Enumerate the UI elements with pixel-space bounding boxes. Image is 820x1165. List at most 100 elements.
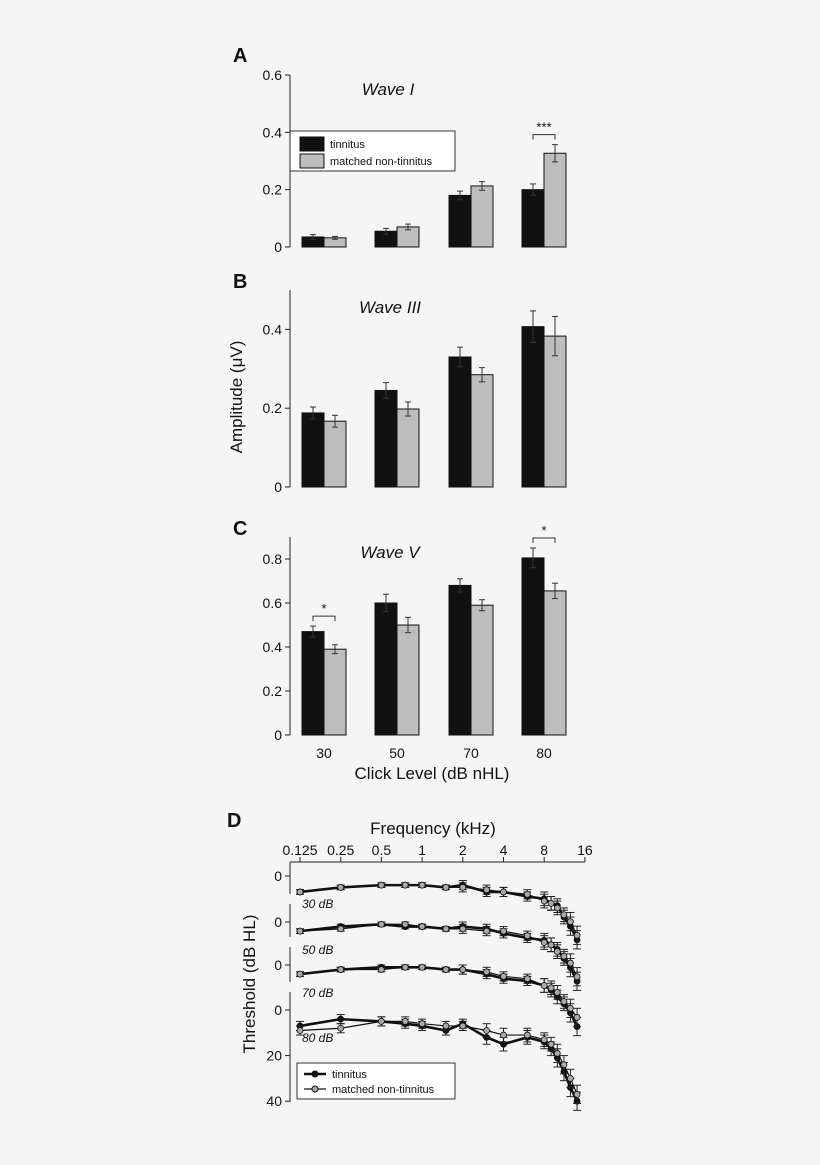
panel-d-point-control: [567, 959, 574, 967]
panel-c-significance-bracket: [532, 537, 556, 543]
panel-c-x-tick-label: 50: [389, 745, 405, 761]
panel-d-offset-zero-label: 0: [274, 868, 282, 884]
panel-d-x-tick-label: 0.5: [372, 842, 392, 858]
panel-d-point-control: [337, 884, 345, 891]
panel-c-bar: [470, 604, 494, 736]
panel-a-significance-bracket: [532, 134, 556, 140]
panel-d-point-control: [523, 890, 531, 898]
panel-d-point-control: [567, 1075, 574, 1082]
click-level-axis-label: Click Level (dB nHL): [355, 764, 510, 783]
panel-c-y-tick-label: 0.2: [263, 683, 283, 699]
panel-b-bar: [521, 326, 545, 488]
panel-b-bar: [374, 389, 398, 488]
panel-d-point-control: [547, 1040, 555, 1048]
panel-d-point-control: [401, 1018, 409, 1025]
panel-d-line-control: [299, 966, 578, 1018]
panel-d-point-control: [500, 888, 507, 896]
panel-c-bar: [521, 557, 545, 736]
bar-legend: tinnitus matched non-tinnitus: [289, 130, 456, 172]
panel-d-point-control: [459, 925, 467, 933]
panel-d-line-control: [299, 1020, 578, 1095]
panel-a-bar: [470, 185, 494, 248]
panel-d-point-control: [573, 973, 581, 981]
panel-b-bar: [543, 335, 567, 488]
panel-d-point-control: [540, 939, 548, 946]
panel-d-x-tick-label: 0.25: [327, 842, 354, 858]
frequency-axis-label: Frequency (kHz): [370, 819, 496, 838]
bar-legend-swatch-tinnitus: [299, 136, 325, 152]
panel-d-point-control: [560, 952, 568, 960]
panel-c-bar: [448, 584, 472, 736]
panel-d-point-control: [418, 1020, 426, 1028]
panel-d-point-control: [401, 920, 409, 928]
panel-d-point-control: [553, 988, 561, 996]
panel-c-x-tick-label: 70: [463, 745, 479, 761]
panel-c-y-tick-label: 0.4: [263, 639, 283, 655]
panel-b-bar: [323, 420, 347, 488]
bar-legend-swatch-control: [299, 153, 325, 169]
panel-c-x-tick-label: 80: [536, 745, 552, 761]
panel-d-point-control: [573, 931, 581, 939]
panel-d-point-control: [442, 966, 450, 973]
panel-a-y-tick-label: 0: [274, 239, 282, 255]
panel-c-bar: [543, 590, 567, 736]
panel-d-x-tick-label: 4: [500, 842, 508, 858]
panel-d-point-control: [296, 1027, 304, 1034]
panel-d-point-control: [442, 884, 450, 891]
panel-c-x-tick-label: 30: [316, 745, 332, 761]
panel-d-point-control: [401, 963, 409, 971]
panel-d-x-tick-label: 0.125: [282, 842, 317, 858]
panel-d-axis-gap: [288, 982, 292, 992]
panel-a-y-tick-label: 0.4: [263, 124, 283, 140]
line-legend-marker-tinnitus: [311, 1070, 319, 1078]
panel-a-bar: [543, 152, 567, 248]
panel-a-y-tick-label: 0.2: [263, 182, 283, 198]
panel-letter-b: B: [233, 271, 247, 293]
panel-d-axis-gap: [288, 894, 292, 904]
panel-d-point-control: [523, 932, 531, 940]
panel-d-point-control: [483, 927, 491, 935]
panel-c-bar: [396, 624, 420, 736]
panel-d-point-control: [459, 966, 467, 973]
panel-d-point-control: [547, 899, 555, 907]
panel-d-point-control: [573, 1090, 581, 1098]
panel-d-point-control: [296, 888, 304, 896]
panel-d-point-control: [523, 1031, 531, 1039]
wave-v-title: Wave V: [360, 543, 421, 562]
panel-d-point-control: [418, 923, 426, 930]
panel-d-group-label: 70 dB: [302, 986, 333, 1000]
wave-i-title: Wave I: [362, 80, 415, 99]
panel-d-point-control: [500, 927, 507, 935]
panel-d-point-control: [483, 886, 491, 894]
panel-d-point-control: [418, 963, 426, 971]
panel-d-x-tick-label: 16: [577, 842, 593, 858]
panel-d-offset-zero-label: 0: [274, 914, 282, 930]
panel-d-axis-gap: [288, 937, 292, 947]
panel-d-point-control: [377, 920, 385, 928]
panel-d-point-control: [442, 925, 450, 933]
panel-d-x-tick-label: 2: [459, 842, 467, 858]
panel-d-point-control: [483, 968, 491, 976]
line-legend-label-control: matched non-tinnitus: [332, 1084, 435, 1096]
panel-d-line-control: [299, 923, 578, 977]
panel-d-point-control: [547, 984, 555, 992]
panel-letter-c: C: [233, 518, 247, 540]
panel-b-bar: [396, 408, 420, 488]
wave-iii-title: Wave III: [359, 298, 421, 317]
panel-d-x-tick-label: 8: [540, 842, 548, 858]
panel-a-bar: [521, 189, 545, 248]
bar-legend-label-control: matched non-tinnitus: [330, 156, 433, 168]
panel-b-y-tick-label: 0: [274, 479, 282, 495]
panel-d-y-tick-label: 20: [266, 1048, 282, 1064]
line-legend-marker-control: [311, 1085, 319, 1093]
panel-c-bar: [374, 602, 398, 736]
panel-b-y-tick-label: 0.2: [263, 400, 283, 416]
plot-layer: 0 0.2 0.4 0.6 *** 0 0.2 0.4 0 0.2 0.4 0.6 0.8 30 50 70 8…: [263, 67, 593, 1111]
panel-d-point-control: [540, 1036, 548, 1044]
panel-d-point-control: [553, 1049, 561, 1057]
line-legend: tinnitus matched non-tinnitus: [296, 1062, 456, 1100]
panel-d-line-tinnitus: [299, 965, 579, 1028]
panel-letter-d: D: [227, 810, 241, 832]
panel-b-bar: [470, 374, 494, 488]
